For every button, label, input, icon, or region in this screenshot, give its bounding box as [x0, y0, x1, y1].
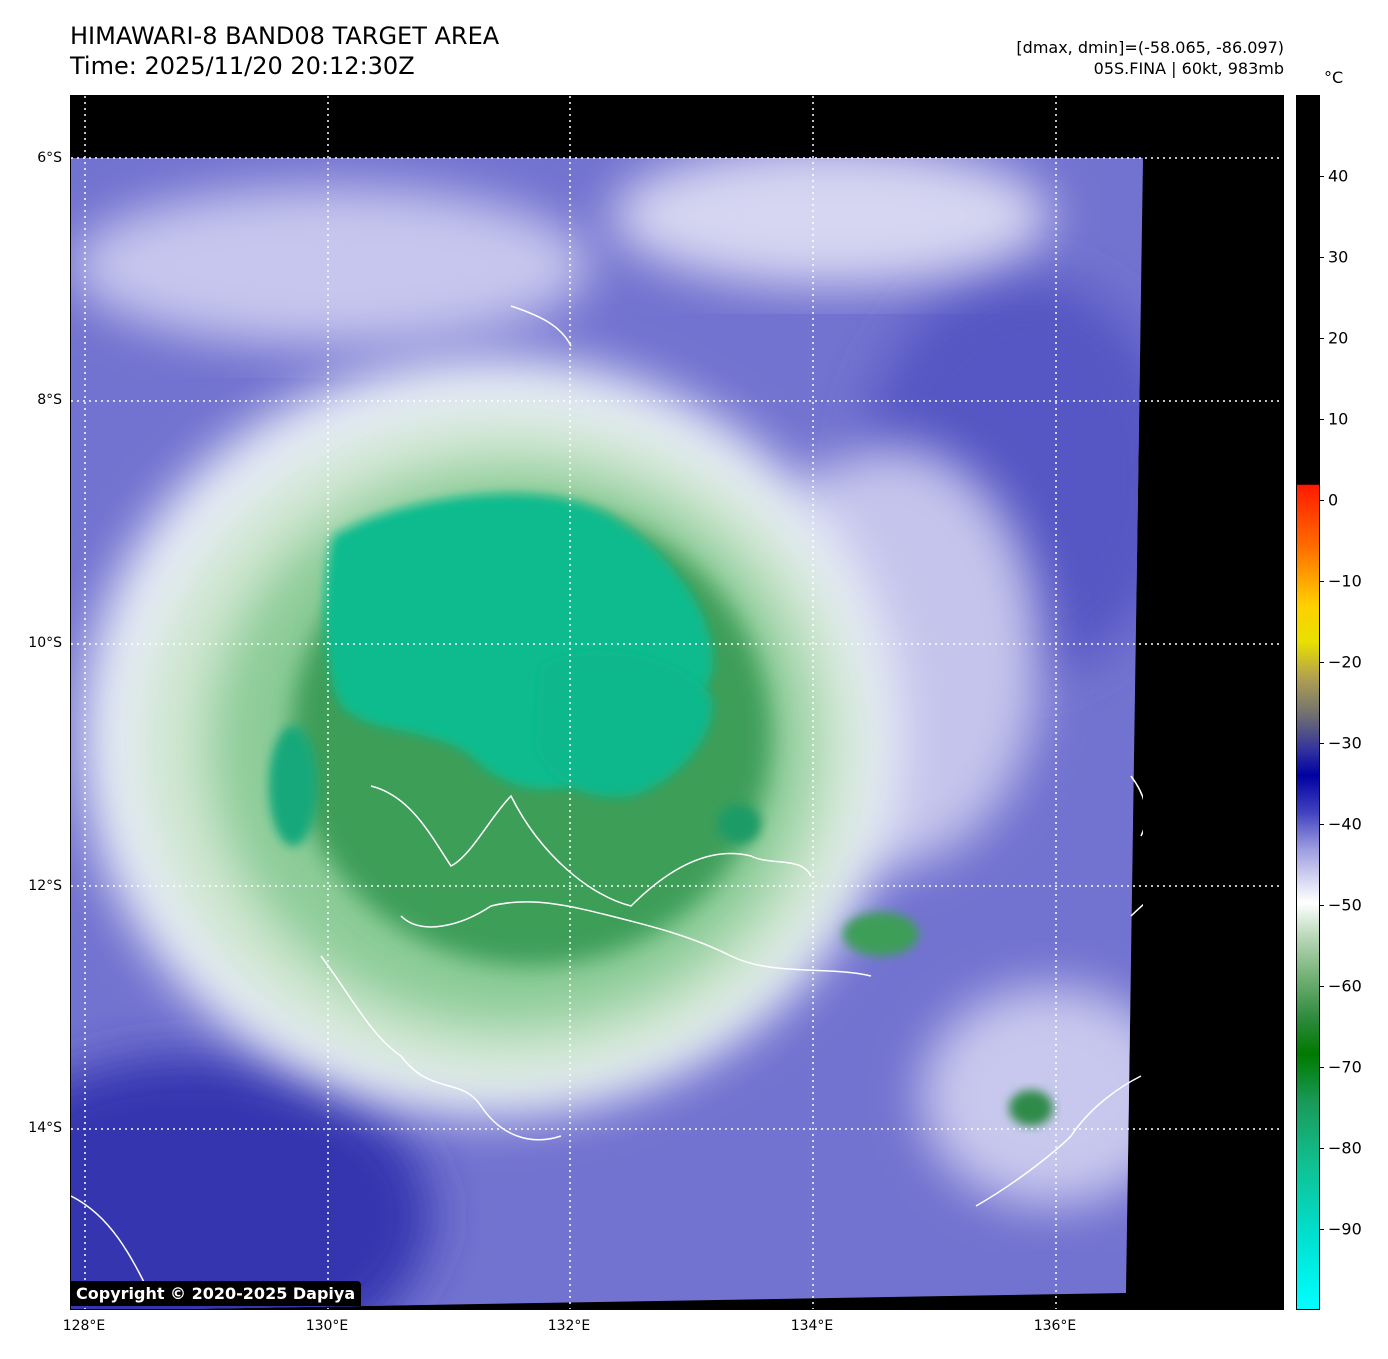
colorbar-tick-mark — [1320, 419, 1324, 420]
colorbar-tick-label: −60 — [1328, 976, 1362, 996]
lon-label-130e: 130°E — [305, 1318, 349, 1334]
colorbar-tick-mark — [1320, 1067, 1324, 1068]
chart-title-line2: Time: 2025/11/20 20:12:30Z — [70, 52, 415, 80]
storm-text: 05S.FINA | 60kt, 983mb — [1093, 59, 1284, 78]
colorbar-tick-mark — [1320, 662, 1324, 663]
colorbar-tick-mark — [1320, 1229, 1324, 1230]
colorbar-tick-label: 10 — [1328, 409, 1349, 429]
lat-label-10s: 10°S — [28, 635, 62, 651]
range-text: [dmax, dmin]=(-58.065, -86.097) — [1016, 38, 1284, 57]
colorbar-tick-label: −70 — [1328, 1057, 1362, 1077]
colorbar-tick-mark — [1320, 986, 1324, 987]
colorbar-tick-mark — [1320, 824, 1324, 825]
lat-label-6s: 6°S — [37, 150, 62, 166]
colorbar-tick-label: 30 — [1328, 247, 1349, 267]
colorbar-tick-mark — [1320, 500, 1324, 501]
satellite-imagery — [71, 96, 1283, 1309]
colorbar-tick-label: 40 — [1328, 166, 1349, 186]
colorbar-tick-mark — [1320, 743, 1324, 744]
colorbar-tick-mark — [1320, 176, 1324, 177]
lat-label-14s: 14°S — [28, 1120, 62, 1136]
chart-title-line1: HIMAWARI-8 BAND08 TARGET AREA — [70, 22, 500, 50]
colorbar-tick-mark — [1320, 581, 1324, 582]
lon-label-134e: 134°E — [790, 1318, 834, 1334]
colorbar-tick-label: −90 — [1328, 1219, 1362, 1239]
colorbar — [1296, 95, 1320, 1310]
colorbar-tick-label: −20 — [1328, 652, 1362, 672]
copyright-badge: Copyright © 2020-2025 Dapiya — [70, 1281, 362, 1306]
satellite-image — [70, 95, 1284, 1310]
colorbar-tick-label: −40 — [1328, 814, 1362, 834]
colorbar-tick-mark — [1320, 905, 1324, 906]
colorbar-tick-mark — [1320, 257, 1324, 258]
colorbar-tick-mark — [1320, 338, 1324, 339]
colorbar-unit: °C — [1324, 68, 1344, 87]
colorbar-tick-label: −10 — [1328, 571, 1362, 591]
colorbar-tick-label: 20 — [1328, 328, 1349, 348]
colorbar-tick-label: −50 — [1328, 895, 1362, 915]
colorbar-tick-label: −80 — [1328, 1138, 1362, 1158]
colorbar-tick-label: −30 — [1328, 733, 1362, 753]
colorbar-tick-mark — [1320, 1148, 1324, 1149]
lat-label-8s: 8°S — [37, 392, 62, 408]
colorbar-tick-label: 0 — [1328, 490, 1339, 510]
lon-label-132e: 132°E — [547, 1318, 591, 1334]
lon-label-136e: 136°E — [1033, 1318, 1077, 1334]
lat-label-12s: 12°S — [28, 878, 62, 894]
lon-label-128e: 128°E — [62, 1318, 106, 1334]
